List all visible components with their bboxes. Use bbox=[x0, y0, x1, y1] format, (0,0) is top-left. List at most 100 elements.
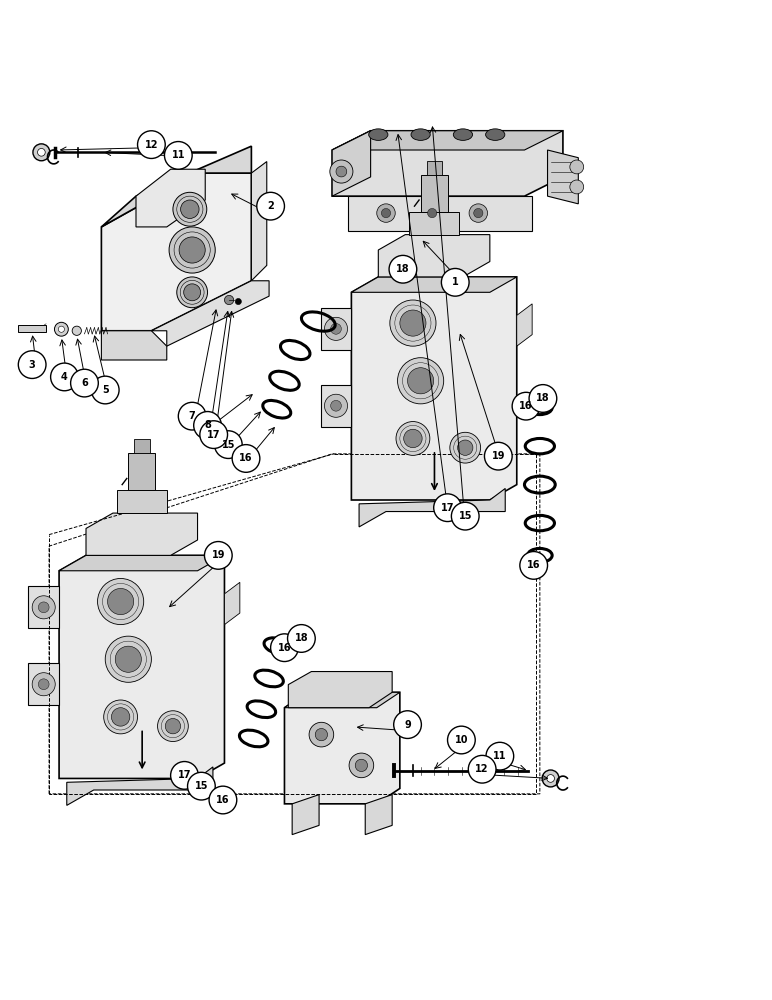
Circle shape bbox=[330, 160, 353, 183]
Circle shape bbox=[442, 268, 469, 296]
Circle shape bbox=[434, 494, 462, 522]
Text: 9: 9 bbox=[405, 720, 411, 730]
Circle shape bbox=[164, 142, 192, 169]
Polygon shape bbox=[359, 488, 505, 527]
Circle shape bbox=[512, 392, 540, 420]
Circle shape bbox=[215, 431, 242, 458]
Bar bbox=[409, 212, 459, 235]
Polygon shape bbox=[365, 795, 392, 835]
Circle shape bbox=[570, 160, 584, 174]
Text: 18: 18 bbox=[295, 633, 308, 643]
Text: 12: 12 bbox=[144, 140, 158, 150]
Circle shape bbox=[428, 208, 437, 218]
Circle shape bbox=[32, 596, 56, 619]
Polygon shape bbox=[284, 692, 400, 804]
Circle shape bbox=[137, 131, 165, 158]
Circle shape bbox=[324, 317, 347, 340]
Circle shape bbox=[486, 742, 513, 770]
Circle shape bbox=[97, 578, 144, 625]
Circle shape bbox=[450, 432, 481, 463]
Circle shape bbox=[19, 351, 46, 378]
Text: 11: 11 bbox=[493, 751, 506, 761]
Text: 18: 18 bbox=[536, 393, 550, 403]
Text: 15: 15 bbox=[195, 781, 208, 791]
Circle shape bbox=[469, 204, 488, 222]
Circle shape bbox=[177, 277, 208, 308]
Polygon shape bbox=[347, 196, 532, 231]
Circle shape bbox=[452, 502, 479, 530]
Polygon shape bbox=[101, 146, 252, 227]
Circle shape bbox=[173, 192, 207, 226]
Text: 19: 19 bbox=[492, 451, 505, 461]
Circle shape bbox=[404, 429, 422, 448]
Polygon shape bbox=[59, 555, 225, 571]
Polygon shape bbox=[351, 277, 516, 292]
Polygon shape bbox=[332, 131, 371, 196]
Circle shape bbox=[315, 728, 327, 741]
Circle shape bbox=[39, 602, 49, 613]
Circle shape bbox=[474, 208, 483, 218]
Text: 17: 17 bbox=[441, 503, 454, 513]
Circle shape bbox=[179, 237, 205, 263]
Text: 16: 16 bbox=[278, 643, 291, 653]
Polygon shape bbox=[29, 663, 59, 705]
Text: 18: 18 bbox=[396, 264, 410, 274]
Circle shape bbox=[570, 180, 584, 194]
Circle shape bbox=[349, 753, 374, 778]
Text: 16: 16 bbox=[239, 453, 252, 463]
Text: 19: 19 bbox=[212, 550, 225, 560]
Circle shape bbox=[423, 204, 442, 222]
Text: 2: 2 bbox=[267, 201, 274, 211]
Polygon shape bbox=[101, 173, 252, 331]
Circle shape bbox=[381, 208, 391, 218]
Bar bbox=[427, 161, 442, 175]
Bar bbox=[128, 453, 155, 490]
Circle shape bbox=[32, 673, 56, 696]
Polygon shape bbox=[320, 308, 351, 350]
Circle shape bbox=[188, 772, 215, 800]
Circle shape bbox=[51, 363, 78, 391]
Circle shape bbox=[287, 625, 315, 652]
Circle shape bbox=[33, 144, 50, 161]
Circle shape bbox=[398, 358, 444, 404]
Circle shape bbox=[55, 322, 68, 336]
Circle shape bbox=[225, 295, 234, 305]
Text: 11: 11 bbox=[171, 150, 185, 160]
Circle shape bbox=[171, 762, 198, 789]
Circle shape bbox=[547, 775, 554, 782]
Circle shape bbox=[91, 376, 119, 404]
Circle shape bbox=[157, 711, 188, 742]
Bar bbox=[421, 175, 448, 212]
Circle shape bbox=[309, 722, 334, 747]
Circle shape bbox=[271, 634, 298, 662]
Circle shape bbox=[107, 588, 134, 615]
Text: 6: 6 bbox=[81, 378, 88, 388]
Text: 7: 7 bbox=[189, 411, 195, 421]
Circle shape bbox=[469, 755, 496, 783]
Polygon shape bbox=[151, 281, 269, 346]
Bar bbox=[134, 439, 150, 453]
Circle shape bbox=[178, 402, 206, 430]
Circle shape bbox=[184, 284, 201, 301]
Text: 5: 5 bbox=[102, 385, 109, 395]
Circle shape bbox=[485, 442, 512, 470]
Polygon shape bbox=[547, 150, 578, 204]
Circle shape bbox=[257, 192, 284, 220]
Text: 17: 17 bbox=[207, 430, 221, 440]
Circle shape bbox=[394, 711, 422, 738]
Ellipse shape bbox=[486, 129, 505, 140]
Text: 10: 10 bbox=[455, 735, 468, 745]
Circle shape bbox=[70, 369, 98, 397]
Polygon shape bbox=[332, 131, 563, 150]
Text: 16: 16 bbox=[520, 401, 533, 411]
Circle shape bbox=[59, 326, 65, 332]
Polygon shape bbox=[19, 325, 46, 332]
Text: 16: 16 bbox=[216, 795, 230, 805]
Polygon shape bbox=[284, 692, 400, 708]
Polygon shape bbox=[332, 131, 563, 196]
Polygon shape bbox=[351, 277, 516, 500]
Circle shape bbox=[355, 759, 367, 772]
Text: 17: 17 bbox=[178, 770, 191, 780]
Circle shape bbox=[111, 708, 130, 726]
Circle shape bbox=[390, 300, 436, 346]
